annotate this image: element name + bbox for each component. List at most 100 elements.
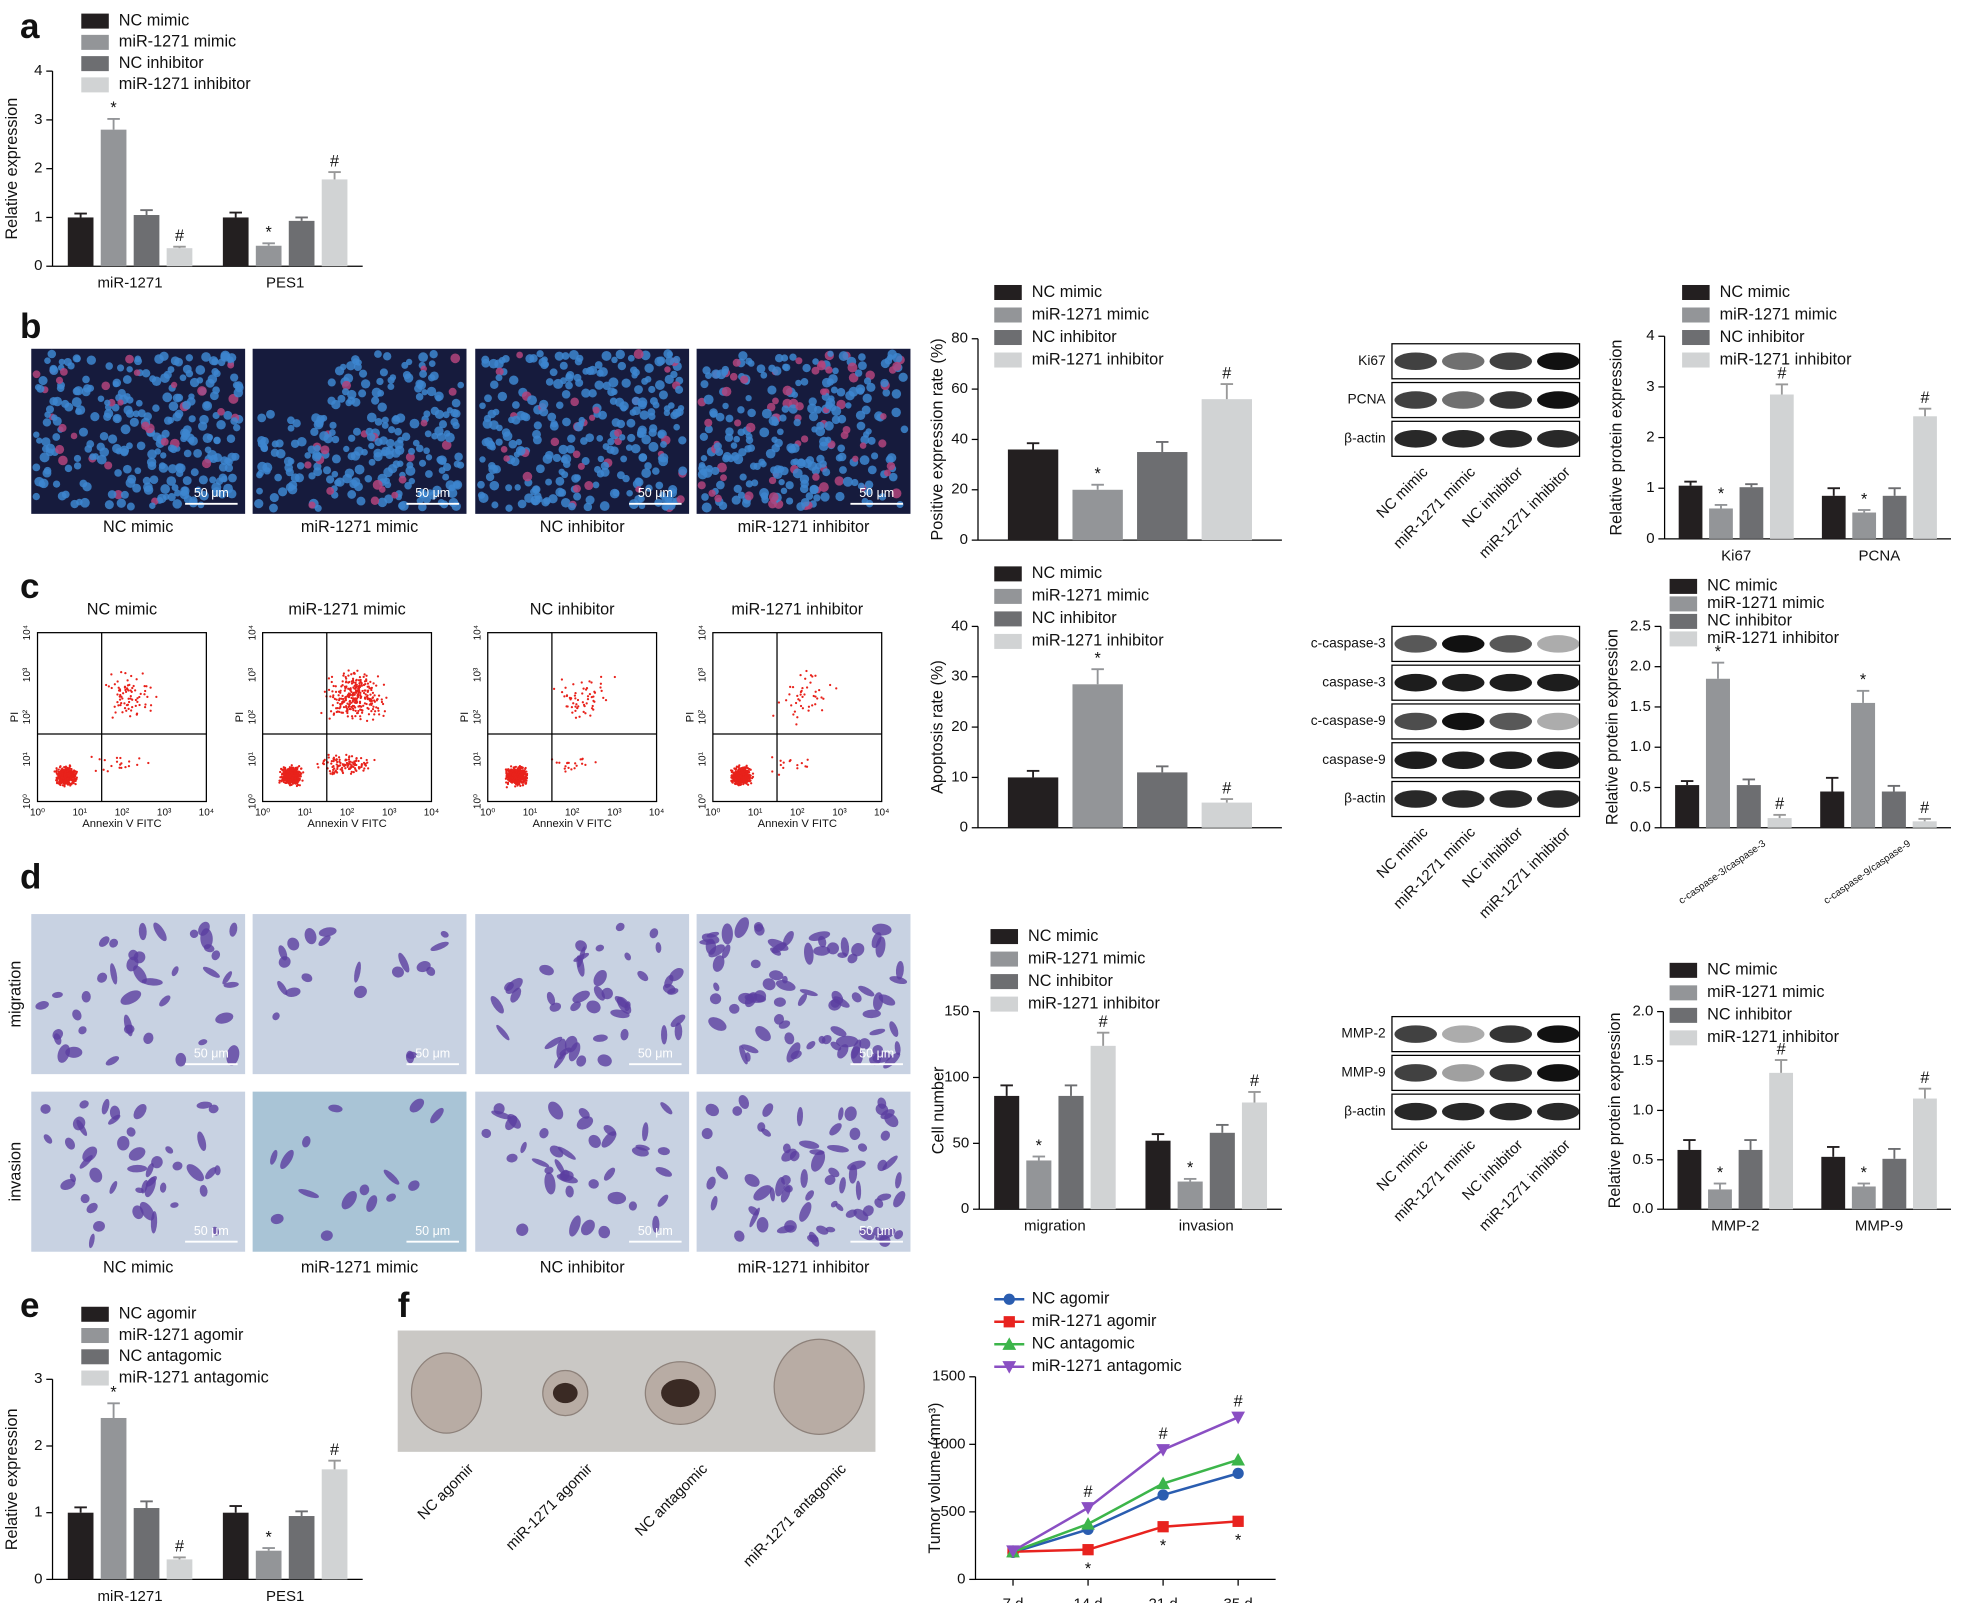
nucleus [57, 384, 65, 392]
blot-band [1537, 790, 1580, 808]
nucleus [361, 379, 370, 388]
nucleus [703, 468, 713, 478]
nucleus [767, 386, 776, 395]
event-dot [730, 769, 732, 771]
event-dot [336, 707, 338, 709]
nucleus [378, 402, 387, 411]
event-dot [130, 695, 132, 697]
flow-y-tick: 10¹ [247, 751, 258, 766]
event-dot [582, 688, 584, 690]
nucleus [807, 461, 817, 471]
event-dot [348, 756, 350, 758]
event-dot [358, 685, 360, 687]
nucleus [176, 470, 183, 477]
tumor-core [661, 1379, 700, 1407]
nucleus [573, 493, 581, 501]
legend-label: NC agomir [1032, 1290, 1110, 1308]
legend-label: NC inhibitor [1707, 1006, 1792, 1024]
nucleus [74, 455, 81, 462]
significance-mark: # [1222, 779, 1231, 797]
y-tick-label: 0 [961, 1200, 969, 1217]
event-dot [143, 685, 145, 687]
event-dot [780, 764, 782, 766]
nucleus [79, 480, 87, 488]
nucleus [346, 361, 355, 370]
nucleus [382, 422, 389, 429]
event-dot [367, 698, 369, 700]
nucleus [288, 425, 295, 432]
event-dot [358, 690, 360, 692]
event-dot [124, 672, 126, 674]
event-dot [822, 698, 824, 700]
event-dot [746, 767, 748, 769]
event-dot [56, 769, 58, 771]
nucleus [168, 464, 177, 473]
nucleus [750, 463, 757, 470]
nucleus [673, 424, 680, 431]
event-dot [372, 718, 374, 720]
event-dot [360, 697, 362, 699]
nucleus [443, 463, 451, 471]
legend-label: miR-1271 inhibitor [1707, 1028, 1839, 1046]
event-dot [382, 703, 384, 705]
event-dot [614, 676, 616, 678]
nucleus [648, 408, 656, 416]
nucleus [319, 431, 329, 441]
nucleus [562, 418, 571, 427]
blot-band [1442, 713, 1485, 731]
significance-mark: # [1234, 1393, 1243, 1411]
nucleus [152, 404, 159, 411]
scale-bar-label: 50 μm [415, 486, 450, 500]
nucleus [169, 401, 179, 411]
nucleus [487, 440, 494, 447]
flow-y-tick: 10² [247, 709, 258, 724]
nucleus [40, 452, 50, 462]
event-dot [331, 676, 333, 678]
event-dot [124, 687, 126, 689]
bar [1202, 803, 1252, 828]
event-dot [737, 772, 739, 774]
event-dot [333, 685, 335, 687]
legend-swatch [994, 307, 1022, 322]
bar [1677, 1150, 1701, 1209]
cell [40, 1104, 50, 1114]
nucleus [429, 350, 437, 358]
nucleus [399, 476, 407, 484]
x-tick-label: Ki67 [1721, 547, 1751, 564]
event-dot [801, 762, 803, 764]
event-dot [734, 781, 736, 783]
nucleus [388, 464, 397, 473]
x-tick-label: MMP-9 [1855, 1218, 1903, 1235]
event-dot [293, 781, 295, 783]
nucleus [837, 388, 846, 397]
flow-x-tick: 10¹ [298, 807, 313, 818]
event-dot [146, 696, 148, 698]
nucleus [291, 473, 300, 482]
event-dot [369, 681, 371, 683]
event-dot [365, 678, 367, 680]
nucleus [254, 499, 263, 508]
nucleus [516, 446, 526, 456]
event-dot [515, 766, 517, 768]
nucleus [617, 471, 625, 479]
event-dot [771, 756, 773, 758]
nucleus [152, 432, 161, 441]
event-dot [131, 706, 133, 708]
nucleus [105, 362, 113, 370]
nucleus [891, 408, 900, 417]
event-dot [350, 687, 352, 689]
legend-label: miR-1271 inhibitor [1032, 632, 1164, 650]
legend-label: miR-1271 inhibitor [1707, 629, 1839, 647]
event-dot [124, 707, 126, 709]
nucleus [611, 389, 617, 395]
nucleus [74, 462, 81, 469]
nucleus [887, 354, 893, 360]
nucleus [147, 458, 156, 467]
nucleus [489, 359, 499, 369]
nucleus [527, 395, 537, 405]
flow-x-label: Annexin V FITC [758, 818, 837, 830]
nucleus [573, 451, 581, 459]
event-dot [515, 770, 517, 772]
legend-label: miR-1271 mimic [1707, 983, 1824, 1001]
event-dot [283, 774, 285, 776]
